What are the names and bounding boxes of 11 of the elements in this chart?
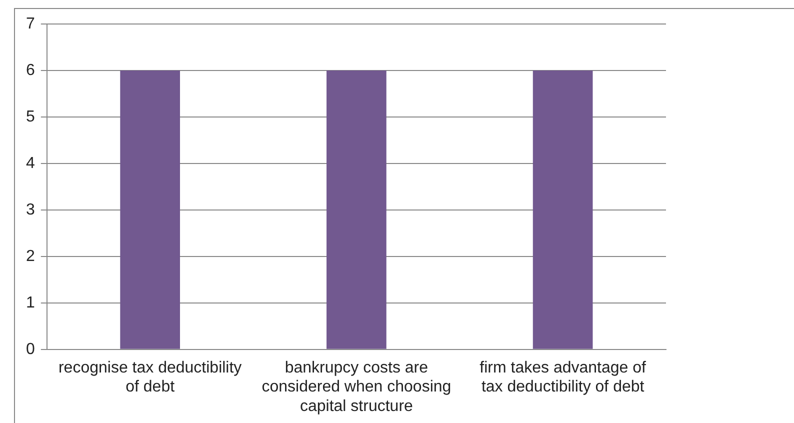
- x-tick-label: bankrupcy costs are considered when choosing capital structure: [262, 359, 452, 415]
- y-tick-label: 4: [26, 154, 35, 172]
- x-tick-label: firm takes advantage of tax deductibility of debt: [480, 359, 647, 396]
- y-tick-label: 0: [26, 340, 35, 358]
- y-tick-label: 5: [26, 108, 35, 126]
- y-tick-label: 6: [26, 62, 35, 79]
- y-tick-label: 1: [26, 294, 35, 312]
- y-tick-label: 2: [26, 248, 35, 265]
- y-tick-label: 7: [26, 15, 35, 32]
- x-tick-label: recognise tax deductibility of debt: [58, 359, 242, 396]
- y-tick-label: 3: [26, 201, 35, 218]
